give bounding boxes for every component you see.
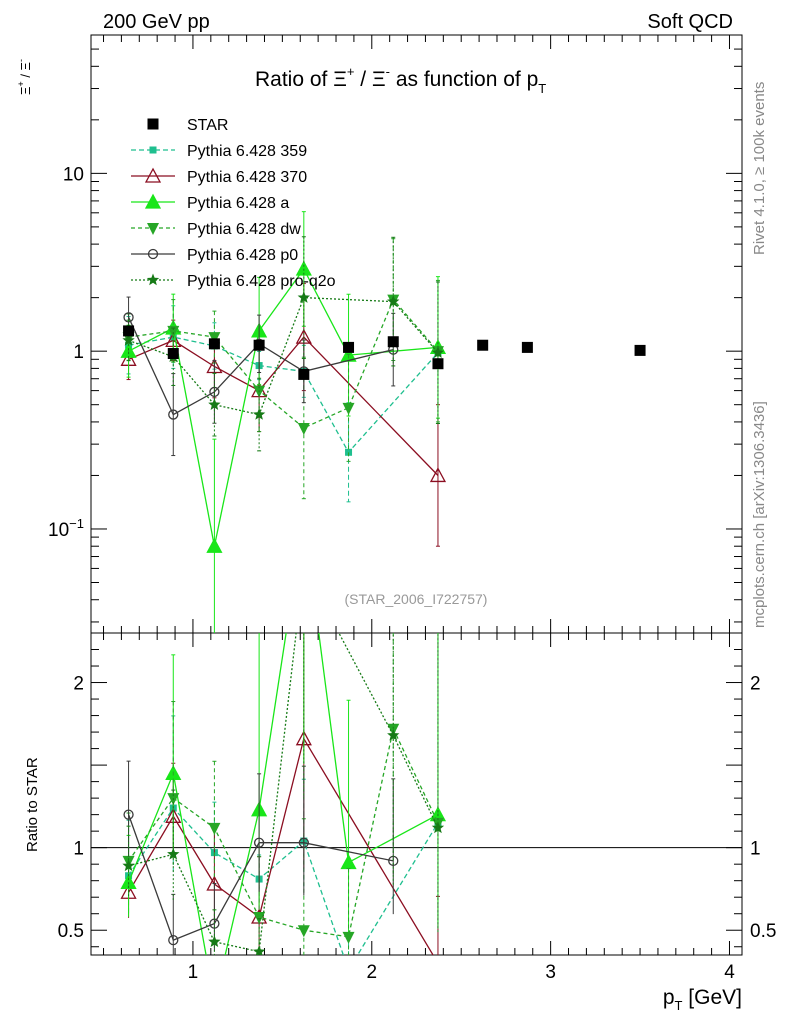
y-ratio-label: Ratio to STAR	[24, 757, 41, 852]
legend-entry: Pythia 6.428 pro-q2o	[187, 273, 336, 290]
energy-label: 200 GeV pp	[103, 11, 210, 33]
pythia-6-428-dw-ratio-point	[208, 822, 221, 835]
pythia-6-428-a-ratio-point	[297, 510, 311, 523]
ratio-plot-frame	[90, 632, 743, 956]
pythia-6-428-p0-ratio-point	[253, 837, 265, 848]
ratio-tick-label-right: 1	[750, 839, 761, 860]
star-data-point	[253, 339, 265, 351]
pythia-6-428-p0-point	[168, 409, 179, 420]
pythia-6-428-pro-q2o-point	[208, 398, 221, 410]
ratio-tick-label: 2	[73, 674, 84, 695]
star-data-point	[298, 368, 310, 380]
legend-marker	[149, 146, 157, 154]
pythia-6-428-p0-ratio-line	[127, 814, 394, 941]
pythia-6-428-pro-q2o-ratio-point	[387, 728, 400, 741]
star-data-point	[634, 344, 646, 356]
ratio-tick-label-right: 2	[750, 674, 761, 695]
pythia-6-428-dw-line	[128, 298, 439, 429]
star-data-point	[387, 336, 399, 348]
ratio-tick-label: 1	[73, 839, 84, 860]
legend-marker	[146, 273, 160, 286]
plot-title: Ratio of Ξ+ / Ξ- as function of pT	[255, 64, 546, 96]
legend-marker	[147, 223, 159, 235]
y-main-label: Ξ+ / Ξ-	[16, 59, 33, 95]
process-label: Soft QCD	[647, 11, 733, 33]
pythia-6-428-p0-ratio-point	[168, 934, 179, 946]
pythia-6-428-pro-q2o-ratio-point	[167, 847, 180, 860]
pythia-6-428-p0-point	[209, 386, 220, 398]
pythia-6-428-pro-q2o-point	[431, 346, 445, 358]
pythia-6-428-370-point	[429, 467, 447, 483]
star-data-point	[208, 338, 220, 350]
pythia-6-428-359-ratio-line	[128, 806, 439, 955]
legend-marker	[147, 248, 159, 260]
legend-marker	[144, 193, 162, 209]
pythia-6-428-pro-q2o-point	[297, 291, 310, 303]
pythia-6-428-pro-q2o-point	[387, 295, 400, 307]
star-data-point	[123, 325, 135, 337]
star-data-point	[521, 341, 533, 353]
pythia-6-428-a-point	[295, 260, 312, 276]
mcplots-label: mcplots.cern.ch [arXiv:1306.3436]	[751, 401, 768, 628]
pythia-6-428-p0-line	[128, 317, 394, 416]
pythia-6-428-a-line	[128, 267, 439, 547]
pythia-6-428-dw-point	[167, 325, 180, 338]
y-tick-label: 1	[73, 342, 84, 363]
pythia-6-428-p0-ratio-point	[298, 837, 309, 848]
pythia-6-428-359-ratio-point	[345, 966, 352, 973]
y-tick-label: 10	[63, 164, 84, 185]
pythia-6-428-a-ratio-point	[207, 994, 221, 1007]
pythia-6-428-pro-q2o-ratio-point	[122, 859, 135, 872]
x-axis-label: pT [GeV]	[663, 986, 742, 1013]
legend-entry: STAR	[187, 117, 228, 134]
star-data-point	[477, 339, 489, 351]
star-data-point	[167, 348, 179, 360]
legend-entry: Pythia 6.428 dw	[187, 221, 301, 238]
pythia-6-428-dw-ratio-point	[253, 912, 266, 925]
x-tick-label: 1	[188, 962, 199, 983]
pythia-6-428-pro-q2o-ratio-point	[431, 821, 445, 834]
legend-entry: Pythia 6.428 p0	[187, 247, 298, 264]
pythia-6-428-pro-q2o-ratio-point	[252, 945, 266, 955]
pythia-6-428-359-point	[345, 448, 353, 456]
pythia-6-428-dw-point	[342, 402, 355, 415]
pythia-6-428-dw-point	[208, 332, 221, 345]
analysis-id: (STAR_2006_I722757)	[345, 591, 488, 607]
rivet-label: Rivet 4.1.0, ≥ 100k events	[751, 82, 768, 255]
pythia-6-428-a-ratio-line	[127, 633, 439, 955]
legend-marker	[147, 118, 159, 130]
ratio-tick-label: 0.5	[58, 921, 84, 942]
star-data-point	[432, 358, 444, 370]
pythia-6-428-dw-point	[297, 422, 310, 435]
pythia-6-428-a-ratio-point	[120, 873, 137, 889]
pythia-6-428-pro-q2o-ratio-point	[208, 935, 221, 947]
x-tick-label: 2	[366, 962, 377, 983]
pythia-6-428-370-line	[128, 336, 439, 476]
legend-entry: Pythia 6.428 a	[187, 195, 289, 212]
pythia-6-428-dw-ratio-line	[128, 726, 439, 938]
pythia-6-428-a-point	[206, 537, 223, 553]
pythia-6-428-dw-ratio-point	[342, 931, 355, 944]
y-tick-label: 10−1	[48, 516, 84, 541]
pythia-6-428-pro-q2o-point	[252, 408, 266, 420]
x-tick-label: 3	[545, 962, 556, 983]
legend-entry: Pythia 6.428 359	[187, 143, 307, 160]
pythia-6-428-a-ratio-point	[340, 854, 357, 870]
pythia-6-428-370-ratio-point	[437, 954, 439, 955]
x-tick-label: 4	[724, 962, 735, 983]
star-data-point	[343, 341, 355, 353]
ratio-tick-label-right: 0.5	[750, 921, 776, 942]
legend-entry: Pythia 6.428 370	[187, 169, 307, 186]
pythia-6-428-pro-q2o-ratio-point	[298, 560, 310, 572]
pythia-6-428-dw-ratio-point	[297, 925, 310, 938]
pythia-6-428-pro-q2o-point	[122, 333, 135, 346]
legend-marker	[144, 167, 162, 183]
pythia-6-428-370-ratio-line	[128, 737, 434, 955]
pythia-6-428-p0-ratio-point	[123, 809, 134, 820]
